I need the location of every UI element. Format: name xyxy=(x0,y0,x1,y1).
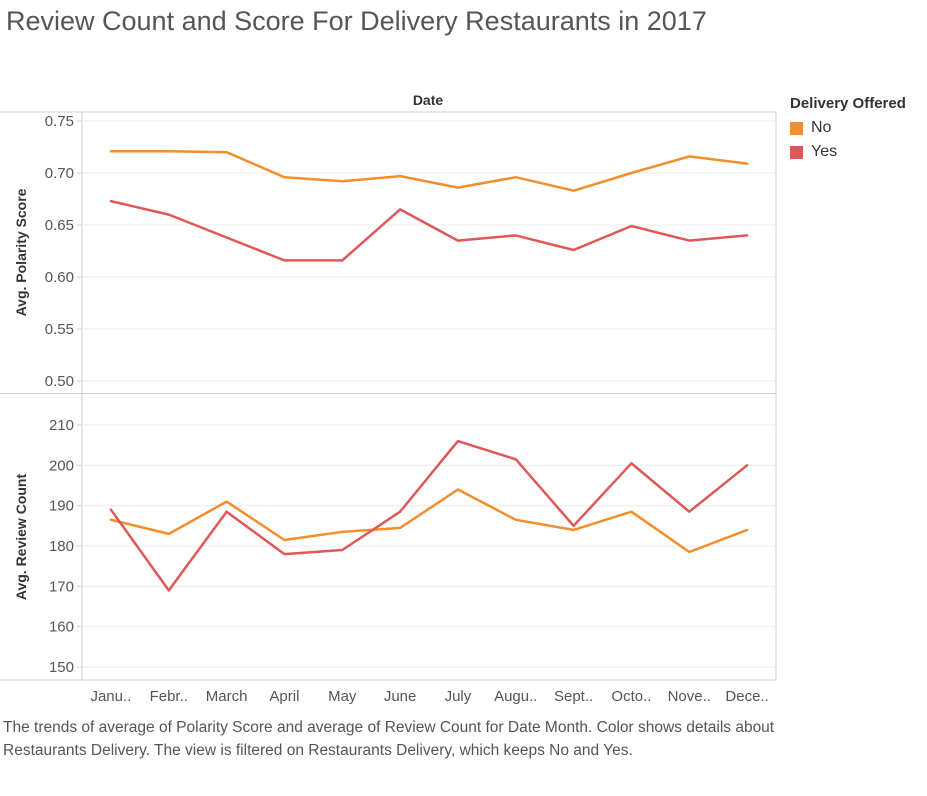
x-tick-label: Octo.. xyxy=(611,688,651,705)
x-tick-label: Sept.. xyxy=(554,688,593,705)
data-point-no-0-0[interactable] xyxy=(107,147,115,155)
data-point-yes-1-6[interactable] xyxy=(454,437,462,445)
data-point-no-0-4[interactable] xyxy=(338,177,346,185)
x-tick-label: July xyxy=(445,688,472,705)
y-tick-label: 210 xyxy=(49,417,74,434)
data-point-no-1-0[interactable] xyxy=(107,516,115,524)
y-tick-label: 0.65 xyxy=(45,217,74,234)
legend-title: Delivery Offered xyxy=(790,95,906,112)
data-point-yes-1-9[interactable] xyxy=(627,459,635,467)
data-point-no-0-2[interactable] xyxy=(223,148,231,156)
data-point-no-0-3[interactable] xyxy=(280,173,288,181)
data-point-no-0-11[interactable] xyxy=(743,160,751,168)
legend-swatch-no xyxy=(790,121,803,135)
x-tick-label: Augu.. xyxy=(494,688,537,705)
data-point-yes-0-10[interactable] xyxy=(685,237,693,245)
review-count-panel: Avg. Review Count 210 200 190 180 170 160 150 xyxy=(13,417,776,676)
data-point-no-0-10[interactable] xyxy=(685,152,693,160)
series-line-yes-1[interactable] xyxy=(109,439,749,592)
y-tick-label: 160 xyxy=(49,619,74,636)
legend-label-no: No xyxy=(811,119,832,136)
data-point-yes-0-5[interactable] xyxy=(396,205,404,213)
data-point-yes-1-2[interactable] xyxy=(223,508,231,516)
data-point-yes-1-0[interactable] xyxy=(107,506,115,514)
polarity-panel: Avg. Polarity Score 0.75 0.70 0.65 0.60 0.55 0… xyxy=(13,113,776,390)
x-tick-label: May xyxy=(328,688,357,705)
data-point-no-1-11[interactable] xyxy=(743,526,751,534)
data-point-no-1-1[interactable] xyxy=(165,530,173,538)
y-tick-label: 0.70 xyxy=(45,165,74,182)
data-point-no-0-7[interactable] xyxy=(512,173,520,181)
data-point-yes-0-7[interactable] xyxy=(512,231,520,239)
data-point-no-1-2[interactable] xyxy=(223,498,231,506)
legend-item-no[interactable]: No xyxy=(790,116,906,140)
legend: Delivery Offered No Yes xyxy=(790,95,906,164)
data-point-yes-1-8[interactable] xyxy=(570,522,578,530)
data-point-yes-0-8[interactable] xyxy=(570,246,578,254)
y-tick-label: 170 xyxy=(49,578,74,595)
series-line-no-0[interactable] xyxy=(109,149,749,192)
data-point-yes-1-3[interactable] xyxy=(280,550,288,558)
data-point-yes-1-5[interactable] xyxy=(396,508,404,516)
y-tick-label: 150 xyxy=(49,659,74,676)
data-point-yes-0-1[interactable] xyxy=(165,211,173,219)
legend-swatch-yes xyxy=(790,145,803,159)
data-point-no-0-6[interactable] xyxy=(454,184,462,192)
y-axis-label-0: Avg. Polarity Score xyxy=(13,188,29,316)
data-point-yes-0-11[interactable] xyxy=(743,231,751,239)
data-point-yes-0-9[interactable] xyxy=(627,222,635,230)
data-point-yes-0-0[interactable] xyxy=(107,197,115,205)
series-line-yes-0[interactable] xyxy=(109,199,749,262)
data-point-no-0-5[interactable] xyxy=(396,172,404,180)
data-point-no-1-3[interactable] xyxy=(280,536,288,544)
data-point-no-0-8[interactable] xyxy=(570,187,578,195)
data-point-yes-0-2[interactable] xyxy=(223,233,231,241)
data-point-no-1-6[interactable] xyxy=(454,486,462,494)
column-header: Date xyxy=(413,92,444,108)
data-point-no-0-9[interactable] xyxy=(627,169,635,177)
legend-item-yes[interactable]: Yes xyxy=(790,140,906,164)
x-tick-label: Dece.. xyxy=(725,688,768,705)
x-tick-label: Janu.. xyxy=(90,688,131,705)
x-tick-label: March xyxy=(206,688,248,705)
caption: The trends of average of Polarity Score … xyxy=(3,719,775,759)
y-tick-label: 0.60 xyxy=(45,269,74,286)
series-line-no-1[interactable] xyxy=(109,488,749,554)
y-tick-label: 190 xyxy=(49,498,74,515)
data-point-no-1-9[interactable] xyxy=(627,508,635,516)
data-point-yes-1-7[interactable] xyxy=(512,455,520,463)
chart: Date Avg. Polarity Score 0.75 0.70 0.65 0.60… xyxy=(0,92,777,705)
y-tick-label: 0.50 xyxy=(45,373,74,390)
data-point-yes-1-10[interactable] xyxy=(685,508,693,516)
data-point-no-1-7[interactable] xyxy=(512,516,520,524)
x-tick-label: June xyxy=(384,688,417,705)
y-tick-label: 0.55 xyxy=(45,321,74,338)
data-point-yes-0-3[interactable] xyxy=(280,256,288,264)
data-point-yes-1-11[interactable] xyxy=(743,461,751,469)
x-axis: Janu.. Febr.. March April May June July Augu.. S… xyxy=(90,688,768,705)
chart-title: Review Count and Score For Delivery Rest… xyxy=(6,6,707,36)
y-axis-label-1: Avg. Review Count xyxy=(13,474,29,601)
y-tick-label: 180 xyxy=(49,538,74,555)
chart-frame xyxy=(0,111,777,681)
data-point-no-1-4[interactable] xyxy=(338,528,346,536)
data-point-no-1-10[interactable] xyxy=(685,548,693,556)
data-point-yes-0-6[interactable] xyxy=(454,237,462,245)
data-point-no-0-1[interactable] xyxy=(165,147,173,155)
x-tick-label: Nove.. xyxy=(668,688,711,705)
x-tick-label: April xyxy=(269,688,299,705)
x-tick-label: Febr.. xyxy=(150,688,188,705)
data-point-yes-0-4[interactable] xyxy=(338,256,346,264)
y-tick-label: 200 xyxy=(49,457,74,474)
data-point-yes-1-4[interactable] xyxy=(338,546,346,554)
data-point-yes-1-1[interactable] xyxy=(165,586,173,594)
legend-label-yes: Yes xyxy=(811,143,838,160)
data-point-no-1-5[interactable] xyxy=(396,524,404,532)
y-tick-label: 0.75 xyxy=(45,113,74,130)
